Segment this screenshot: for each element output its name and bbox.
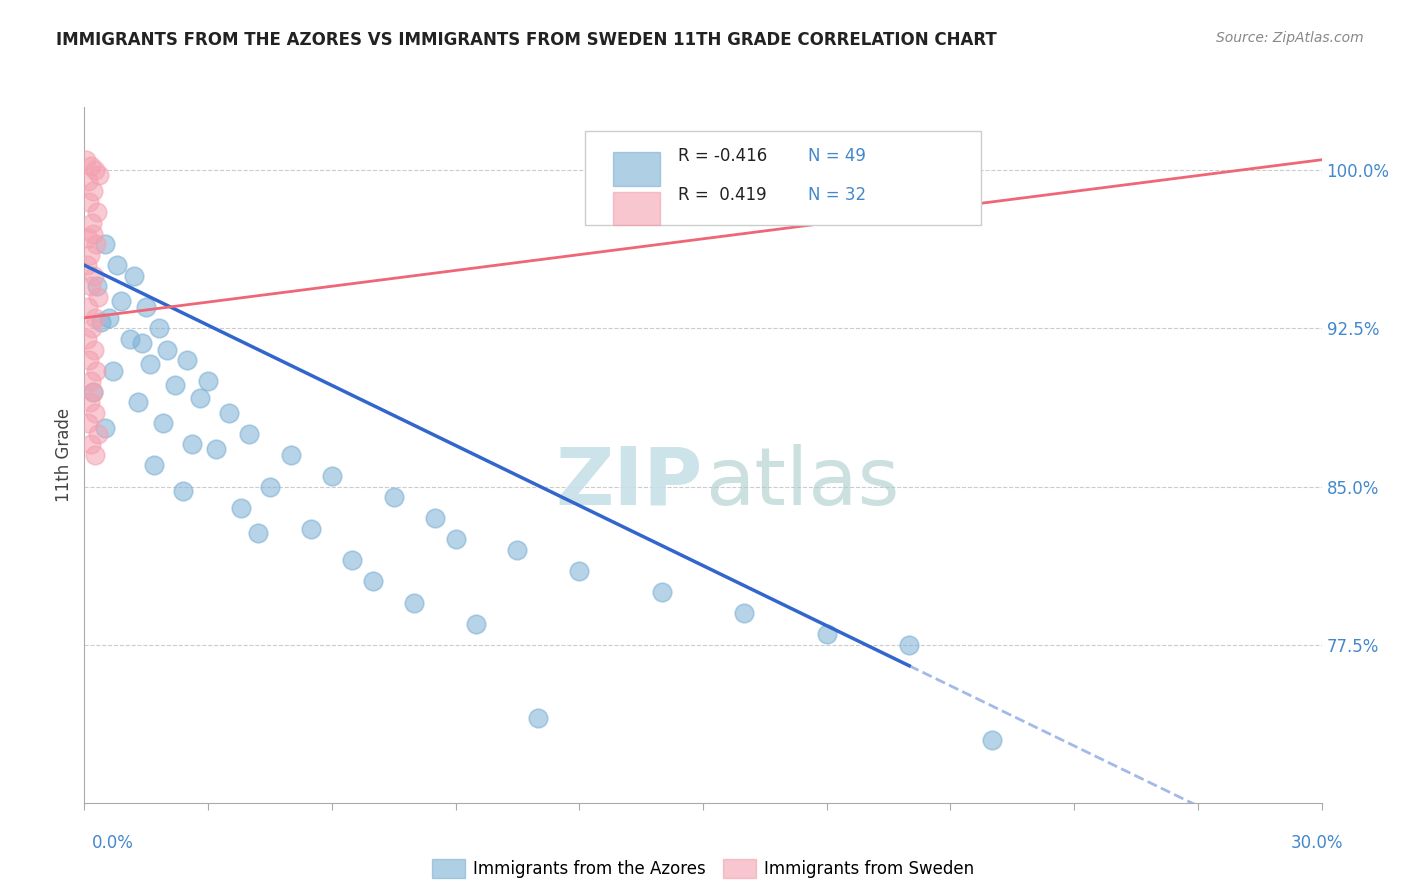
Point [197, 374, 219, 388]
Text: 0.0%: 0.0% [91, 834, 134, 852]
Text: atlas: atlas [706, 443, 900, 522]
Point [82, 185, 104, 199]
Point [103, 363, 125, 377]
Point [94, 420, 117, 434]
Point [152, 417, 174, 431]
FancyBboxPatch shape [613, 153, 659, 186]
Point [79, 194, 101, 209]
Point [80, 216, 103, 230]
Point [156, 343, 179, 357]
Text: Source: ZipAtlas.com: Source: ZipAtlas.com [1216, 31, 1364, 45]
Point [361, 574, 384, 589]
Point [139, 357, 162, 371]
Point [94, 237, 117, 252]
Text: 30.0%: 30.0% [1291, 834, 1343, 852]
Point [82, 384, 104, 399]
Point [80, 374, 103, 388]
Point [118, 332, 141, 346]
Point [76, 258, 98, 272]
Point [86, 290, 108, 304]
Point [79, 247, 101, 261]
Point [444, 533, 467, 547]
Point [205, 442, 228, 456]
Point [143, 458, 166, 473]
Point [815, 627, 838, 641]
Legend: Immigrants from the Azores, Immigrants from Sweden: Immigrants from the Azores, Immigrants f… [425, 853, 981, 885]
Point [87, 426, 110, 441]
Point [404, 595, 426, 609]
Point [342, 553, 364, 567]
Point [321, 469, 343, 483]
Point [86, 205, 108, 219]
Point [84, 237, 107, 252]
Point [172, 483, 194, 498]
Point [84, 406, 107, 420]
Point [568, 564, 591, 578]
Point [82, 384, 104, 399]
Point [87, 168, 110, 182]
Point [733, 606, 755, 620]
Point [90, 315, 112, 329]
Point [79, 395, 101, 409]
Point [280, 448, 302, 462]
Point [148, 321, 170, 335]
Point [980, 732, 1002, 747]
FancyBboxPatch shape [585, 131, 981, 226]
Point [176, 353, 198, 368]
Point [898, 638, 921, 652]
Text: R =  0.419: R = 0.419 [678, 186, 766, 204]
Point [180, 437, 202, 451]
Point [135, 301, 157, 315]
Point [259, 479, 281, 493]
Point [83, 448, 105, 462]
Point [122, 268, 145, 283]
Point [465, 616, 488, 631]
Point [82, 227, 104, 241]
Point [127, 395, 149, 409]
Point [299, 522, 322, 536]
Point [77, 301, 100, 315]
Point [83, 163, 105, 178]
Point [527, 711, 550, 725]
Point [188, 391, 211, 405]
Point [86, 363, 108, 377]
Y-axis label: 11th Grade: 11th Grade [55, 408, 73, 502]
Text: ZIP: ZIP [555, 443, 703, 522]
Point [105, 258, 128, 272]
Point [86, 279, 108, 293]
Point [131, 336, 153, 351]
Point [229, 500, 252, 515]
Point [84, 310, 107, 325]
Point [79, 159, 101, 173]
Text: IMMIGRANTS FROM THE AZORES VS IMMIGRANTS FROM SWEDEN 11TH GRADE CORRELATION CHAR: IMMIGRANTS FROM THE AZORES VS IMMIGRANTS… [56, 31, 997, 49]
Point [218, 406, 240, 420]
Point [382, 490, 405, 504]
Point [98, 310, 121, 325]
Point [83, 343, 105, 357]
Point [83, 268, 105, 283]
Text: R = -0.416: R = -0.416 [678, 146, 768, 165]
Point [76, 332, 98, 346]
FancyBboxPatch shape [613, 192, 659, 226]
Point [77, 231, 100, 245]
Point [423, 511, 446, 525]
Point [246, 525, 269, 540]
Point [165, 378, 187, 392]
Point [651, 585, 673, 599]
Point [77, 353, 100, 368]
Point [82, 321, 104, 335]
Text: N = 49: N = 49 [808, 146, 866, 165]
Point [238, 426, 260, 441]
Point [110, 293, 132, 308]
Point [80, 279, 103, 293]
Point [76, 417, 98, 431]
Point [79, 437, 101, 451]
Point [76, 174, 98, 188]
Point [506, 542, 529, 557]
Text: N = 32: N = 32 [808, 186, 866, 204]
Point [75, 153, 97, 167]
